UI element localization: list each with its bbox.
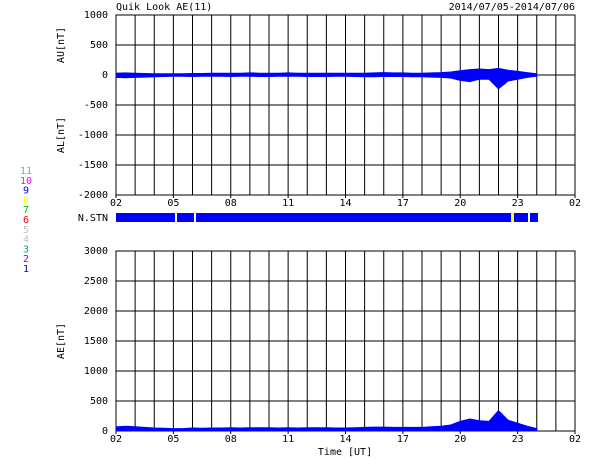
station-legend: 10	[20, 176, 32, 187]
x-tick-label: 17	[397, 198, 409, 209]
y-tick-label: 3000	[84, 246, 108, 257]
area	[115, 74, 538, 90]
y-tick-label: 0	[102, 70, 108, 81]
y-axis-label: AL[nT]	[56, 117, 67, 153]
y-tick-label: 1000	[84, 366, 108, 377]
y-tick-label: 500	[90, 396, 108, 407]
x-tick-label: 20	[454, 198, 466, 209]
x-tick-label: 23	[512, 198, 524, 209]
x-tick-label: 23	[512, 434, 524, 445]
x-tick-label: 02	[569, 198, 581, 209]
y-tick-label: -2000	[78, 190, 108, 201]
station-legend: 9	[23, 186, 29, 197]
station-legend: 7	[23, 205, 29, 216]
x-tick-label: 02	[110, 434, 122, 445]
x-tick-label: 02	[110, 198, 122, 209]
x-tick-label: 05	[167, 198, 179, 209]
station-legend: 5	[23, 225, 29, 236]
station-legend: 6	[23, 215, 29, 226]
x-tick-label: 17	[397, 434, 409, 445]
x-axis-label: Time [UT]	[318, 447, 372, 458]
x-tick-label: 14	[339, 198, 351, 209]
y-tick-label: 500	[90, 40, 108, 51]
chart-title: Quik Look AE(11)	[116, 2, 212, 13]
area	[115, 67, 538, 76]
station-legend: 3	[23, 244, 29, 255]
y-tick-label: -1500	[78, 160, 108, 171]
x-tick-label: 11	[282, 198, 294, 209]
x-tick-label: 20	[454, 434, 466, 445]
station-gap	[511, 213, 514, 222]
x-tick-label: 11	[282, 434, 294, 445]
station-legend: 11	[20, 166, 32, 177]
station-legend: 4	[23, 235, 29, 246]
x-tick-label: 05	[167, 434, 179, 445]
area	[115, 409, 538, 432]
y-tick-label: 1500	[84, 336, 108, 347]
station-legend: 2	[23, 254, 29, 265]
y-tick-label: 1000	[84, 10, 108, 21]
chart-subtitle: 2014/07/05-2014/07/06	[449, 2, 575, 13]
station-gap	[175, 213, 177, 222]
x-tick-label: 02	[569, 434, 581, 445]
y-axis-label: AE[nT]	[56, 323, 67, 359]
station-legend: 8	[23, 195, 29, 206]
y-tick-label: 2500	[84, 276, 108, 287]
x-tick-label: 08	[225, 434, 237, 445]
y-axis-label: AU[nT]	[56, 27, 67, 63]
x-tick-label: 08	[225, 198, 237, 209]
y-tick-label: 2000	[84, 306, 108, 317]
y-tick-label: -500	[84, 100, 108, 111]
station-bar	[116, 213, 538, 222]
station-legend: 1	[23, 264, 29, 275]
y-tick-label: 0	[102, 426, 108, 437]
x-tick-label: 14	[339, 434, 351, 445]
y-tick-label: -1000	[78, 130, 108, 141]
station-label: N.STN	[78, 213, 108, 224]
station-gap	[194, 213, 196, 222]
station-gap	[528, 213, 530, 222]
